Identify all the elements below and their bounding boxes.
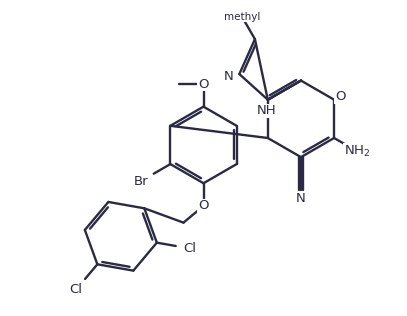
Text: N: N bbox=[296, 192, 306, 205]
Text: O: O bbox=[198, 199, 209, 212]
Text: Cl: Cl bbox=[70, 283, 83, 296]
Text: methyl: methyl bbox=[224, 11, 260, 21]
Text: O: O bbox=[335, 90, 346, 103]
Text: NH: NH bbox=[257, 105, 276, 118]
Text: Br: Br bbox=[133, 174, 148, 188]
Text: NH$_2$: NH$_2$ bbox=[344, 143, 370, 159]
Text: O: O bbox=[198, 77, 209, 91]
Text: Cl: Cl bbox=[183, 242, 196, 255]
Text: N: N bbox=[223, 70, 233, 83]
